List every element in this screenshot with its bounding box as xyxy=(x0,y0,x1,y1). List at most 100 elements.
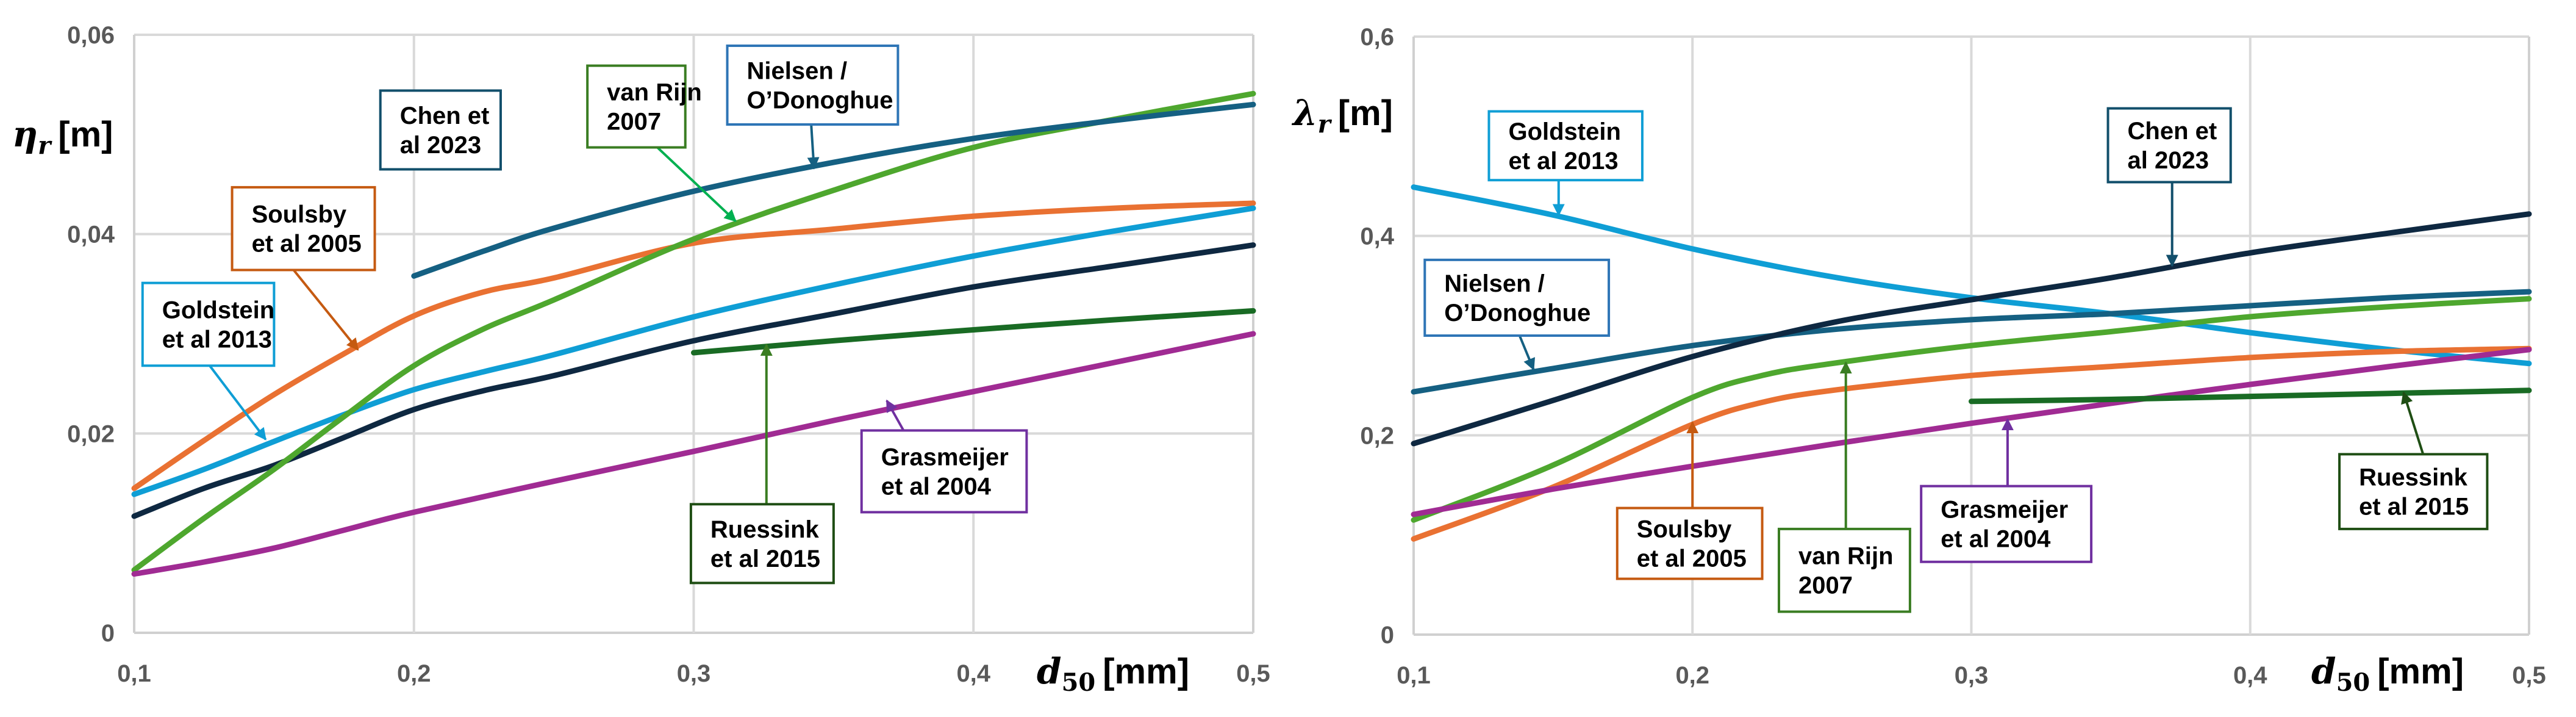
callout-box xyxy=(1920,485,2093,563)
callout-label: 2007 xyxy=(1798,572,1853,599)
callout-label: et al 2015 xyxy=(710,546,820,572)
y-tick-label: 0 xyxy=(101,620,115,647)
callout-label: Grasmeijer xyxy=(881,444,1009,470)
callout-arrow xyxy=(1518,335,1536,371)
series-van-rijn-2007 xyxy=(1411,296,2532,523)
callout-label: Nielsen / xyxy=(1444,270,1545,297)
series-grasmeijer-et-al-2004 xyxy=(131,331,1256,577)
series-ruessink-et-al-2015 xyxy=(691,308,1256,356)
callout-box xyxy=(141,281,276,367)
chart-ripple-length: 0 0,2 0,4 0,6 0,1 0,2 0,3 0,4 0,5 λr [m] d50 [mm] Gol… xyxy=(1291,24,2546,697)
callout-box xyxy=(586,64,687,149)
callouts: Goldstein et al 2013 Nielsen / O’Donoghue Ch… xyxy=(1423,107,2489,613)
callouts: Goldstein et al 2013 Soulsby et al 2005 Chen… xyxy=(141,44,1028,585)
callout-label: Chen et xyxy=(2128,118,2217,145)
series-soulsby-et-al-2005 xyxy=(131,200,1256,491)
callout-ruessink-et-al-2015: Ruessink et al 2015 xyxy=(2338,391,2489,530)
callout-goldstein-et-al-2013: Goldstein et al 2013 xyxy=(141,281,276,441)
callout-box xyxy=(689,503,835,585)
callout-nielsen-o-donoghue: Nielsen / O’Donoghue xyxy=(1423,258,1611,371)
callout-arrow xyxy=(292,269,359,351)
x-tick-label: 0,5 xyxy=(1236,660,1270,687)
y-axis-title: λr [m] xyxy=(1291,92,1393,139)
x-tick-label: 0,1 xyxy=(117,660,151,687)
callout-label: et al 2004 xyxy=(1941,526,2051,553)
y-tick-label: 0,04 xyxy=(67,222,115,248)
callout-label: et al 2015 xyxy=(2359,494,2469,521)
callout-label: et al 2013 xyxy=(162,326,272,353)
callout-label: Soulsby xyxy=(1637,516,1732,543)
series-ruessink-et-al-2015 xyxy=(1969,387,2532,405)
callout-nielsen-o-donoghue: Nielsen / O’Donoghue xyxy=(726,44,900,170)
series-soulsby-et-al-2005 xyxy=(1411,345,2532,542)
series-goldstein-et-al-2013 xyxy=(131,205,1256,497)
callout-box xyxy=(2338,453,2489,530)
callout-arrow xyxy=(2401,391,2425,455)
callout-box xyxy=(1423,258,1611,337)
series-lines xyxy=(131,90,1256,577)
callout-box xyxy=(1777,527,1911,613)
callout-label: Nielsen / xyxy=(747,57,848,84)
callout-box xyxy=(860,429,1028,514)
callout-label: Grasmeijer xyxy=(1941,497,2068,524)
callout-label: Chen et xyxy=(400,103,490,129)
x-tick-label: 0,5 xyxy=(2512,662,2546,689)
series-nielsen-o-donoghue xyxy=(1411,289,2532,395)
y-tick-label: 0,02 xyxy=(67,420,115,447)
callout-label: O’Donoghue xyxy=(747,87,893,113)
callout-label: O’Donoghue xyxy=(1444,300,1590,326)
series-lines xyxy=(1411,184,2532,542)
x-tick-label: 0,4 xyxy=(2233,662,2267,689)
callout-box xyxy=(1615,506,1764,580)
series-chen-et-al-2023 xyxy=(1411,211,2532,447)
callout-box xyxy=(1487,110,1644,182)
chart-ripple-height: 0 0,02 0,04 0,06 0,1 0,2 0,3 0,4 0,5 ηr [m] d50 [mm]… xyxy=(12,22,1270,697)
callout-ruessink-et-al-2015: Ruessink et al 2015 xyxy=(689,343,835,585)
callout-label: al 2023 xyxy=(400,132,481,159)
x-axis-title: d50 [mm] xyxy=(1037,650,1189,697)
callout-soulsby-et-al-2005: Soulsby et al 2005 xyxy=(231,186,376,351)
y-axis-title: ηr [m] xyxy=(12,113,113,160)
callout-arrow xyxy=(656,146,737,222)
callout-arrow xyxy=(886,399,905,431)
callout-van-rijn-2007: van Rijn 2007 xyxy=(586,64,737,222)
callout-box xyxy=(379,89,502,171)
series-nielsen-o-donoghue xyxy=(411,101,1256,279)
y-tick-label: 0,6 xyxy=(1360,24,1394,51)
callout-soulsby-et-al-2005: Soulsby et al 2005 xyxy=(1615,421,1764,580)
x-tick-label: 0,2 xyxy=(1675,662,1709,689)
callout-label: Ruessink xyxy=(710,516,820,543)
callout-label: Ruessink xyxy=(2359,464,2468,491)
callout-box xyxy=(2106,107,2232,184)
callout-label: 2007 xyxy=(607,109,661,135)
callout-label: et al 2005 xyxy=(252,231,362,258)
callout-label: Goldstein xyxy=(1508,118,1620,145)
callout-goldstein-et-al-2013: Goldstein et al 2013 xyxy=(1487,110,1644,217)
x-tick-label: 0,4 xyxy=(956,660,990,687)
x-tick-label: 0,1 xyxy=(1397,662,1431,689)
x-tick-label: 0,2 xyxy=(397,660,431,687)
x-tick-label: 0,3 xyxy=(1955,662,1989,689)
series-grasmeijer-et-al-2004 xyxy=(1411,347,2532,517)
callout-label: et al 2005 xyxy=(1637,546,1747,572)
callout-label: al 2023 xyxy=(2128,147,2209,174)
callout-label: van Rijn xyxy=(1798,543,1894,570)
x-axis-title: d50 [mm] xyxy=(2311,650,2464,697)
callout-chen-et-al-2023: Chen et al 2023 xyxy=(379,89,502,171)
callout-grasmeijer-et-al-2004: Grasmeijer et al 2004 xyxy=(860,399,1028,514)
series-van-rijn-2007 xyxy=(131,90,1256,573)
callout-arrow xyxy=(807,124,820,170)
callout-label: Soulsby xyxy=(252,201,347,228)
callout-label: van Rijn xyxy=(607,79,702,106)
callout-label: Goldstein xyxy=(162,297,274,323)
callout-label: et al 2013 xyxy=(1508,148,1618,175)
y-tick-label: 0,4 xyxy=(1360,223,1394,250)
callout-label: et al 2004 xyxy=(881,473,992,500)
callout-box xyxy=(726,44,900,126)
x-tick-label: 0,3 xyxy=(677,660,711,687)
